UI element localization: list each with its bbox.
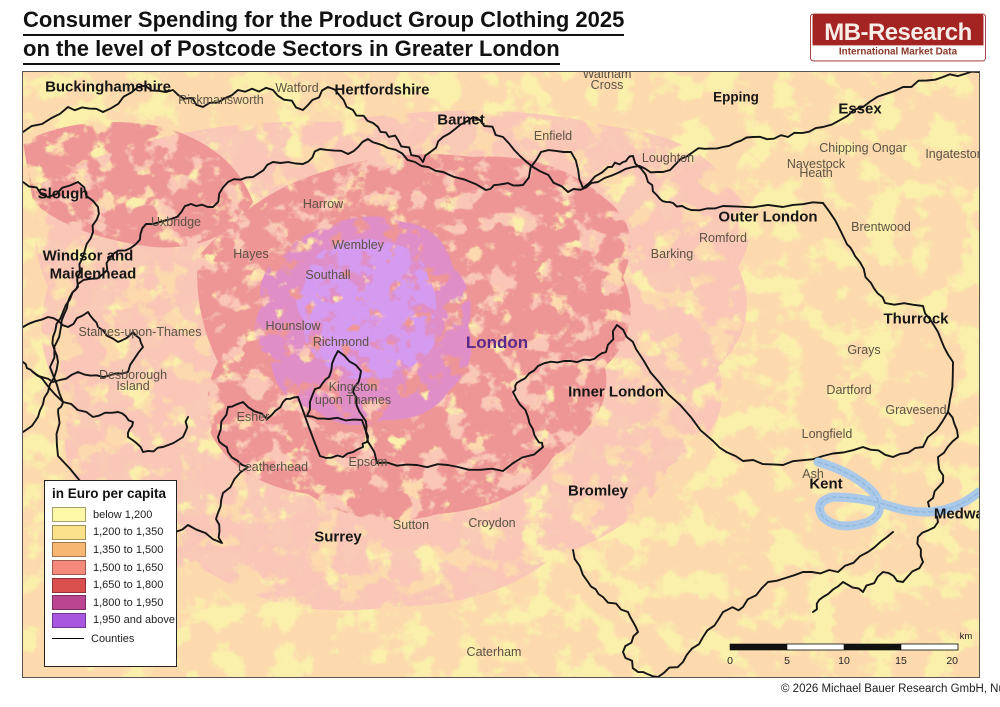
svg-text:10: 10 bbox=[838, 655, 850, 667]
svg-text:km: km bbox=[960, 631, 973, 642]
svg-text:20: 20 bbox=[946, 655, 958, 667]
svg-text:5: 5 bbox=[784, 655, 790, 667]
svg-text:0: 0 bbox=[727, 655, 733, 667]
svg-text:15: 15 bbox=[895, 655, 907, 667]
svg-text:International Market Data: International Market Data bbox=[839, 47, 958, 58]
svg-text:MB-Research: MB-Research bbox=[824, 19, 971, 46]
